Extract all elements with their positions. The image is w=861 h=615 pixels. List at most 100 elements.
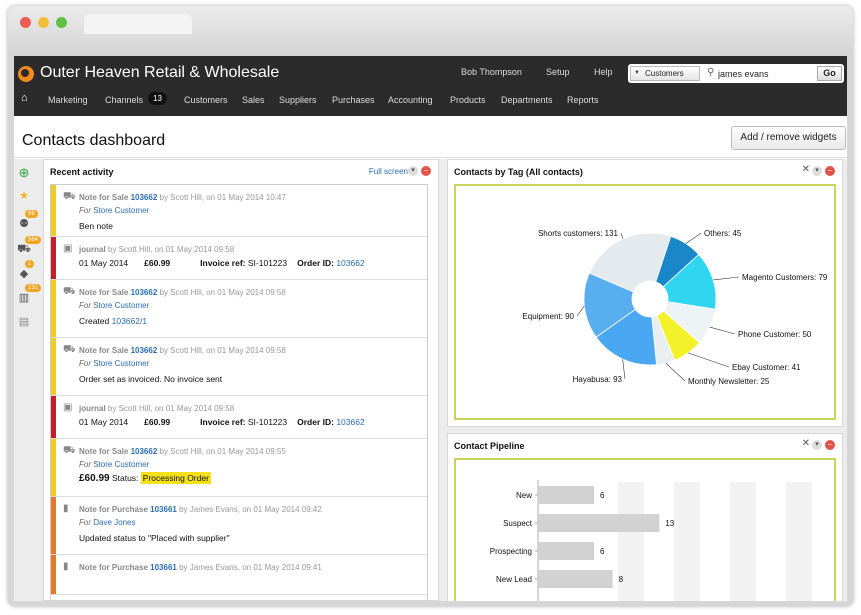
pipeline-category-label: Prospecting — [490, 547, 532, 556]
collapse-icon[interactable]: ▾ — [812, 166, 822, 176]
collapse-icon[interactable]: ▾ — [408, 166, 418, 176]
for-label: For — [79, 460, 94, 469]
pipeline-value-label: 6 — [600, 491, 605, 500]
activity-ref-link[interactable]: 103661 — [150, 505, 177, 514]
pie-slice-hayabusa[interactable] — [595, 308, 658, 366]
customer-link[interactable]: Store Customer — [93, 460, 150, 469]
pipeline-bar-suspect[interactable] — [538, 514, 660, 532]
activity-item: ▮ Note for Purchase 103661 by James Evans… — [51, 555, 427, 595]
search-scope-select[interactable]: Customers — [630, 66, 700, 81]
menu-marketing[interactable]: Marketing — [48, 95, 88, 105]
menu-sales[interactable]: Sales — [242, 95, 265, 105]
collapse-icon[interactable]: ▾ — [812, 440, 822, 450]
recent-activity-title: Recent activity — [50, 167, 114, 177]
menu-purchases[interactable]: Purchases — [332, 95, 375, 105]
contacts-icon[interactable]: ⚉ — [19, 218, 29, 230]
minimize-window-button[interactable] — [38, 17, 49, 28]
activity-type-bar — [51, 439, 56, 496]
menu-departments[interactable]: Departments — [501, 95, 553, 105]
activity-meta: by James Evans, on 01 May 2014 09:42 — [176, 505, 322, 514]
maximize-window-button[interactable] — [56, 17, 67, 28]
activity-ref-link[interactable]: 103662 — [130, 346, 158, 355]
cart-icon: ⛟ — [63, 191, 76, 202]
remove-widget-icon[interactable]: – — [825, 440, 835, 450]
menu-suppliers[interactable]: Suppliers — [279, 95, 317, 105]
menu-customers[interactable]: Customers — [184, 95, 228, 105]
pie-label: Shorts customers: 131 — [538, 229, 619, 238]
journal-amount: £60.99 — [144, 258, 171, 268]
setup-link[interactable]: Setup — [546, 67, 570, 77]
order-link[interactable]: 103662 — [336, 417, 365, 427]
activity-type-bar — [51, 396, 56, 438]
grid-column — [786, 482, 812, 601]
clipboard-icon[interactable]: ▤ — [18, 316, 30, 328]
activity-for: For Store Customer — [79, 460, 149, 469]
pipeline-bar-prospecting[interactable] — [538, 542, 594, 560]
activity-ref-link[interactable]: 103661 — [150, 563, 177, 572]
activity-ref-link[interactable]: 103662 — [130, 447, 158, 456]
activity-text: Ben note — [79, 221, 113, 231]
close-window-button[interactable] — [20, 17, 31, 28]
journal-details: 01 May 2014 £60.99 Invoice ref: SI-101223 O… — [79, 258, 365, 268]
user-link[interactable]: Bob Thompson — [461, 67, 522, 77]
activity-type-bar — [51, 185, 56, 236]
customer-link[interactable]: Dave Jones — [93, 518, 136, 527]
full-screen-link[interactable]: Full screen — [368, 167, 408, 176]
help-link[interactable]: Help — [594, 67, 613, 77]
top-bar: Outer Heaven Retail & Wholesale Bob Thom… — [14, 56, 847, 116]
settings-tools-icon[interactable]: ✕ — [801, 164, 810, 175]
remove-widget-icon[interactable]: – — [421, 166, 431, 176]
home-icon[interactable]: ⌂ — [21, 92, 28, 104]
activity-item: ⛟ Note for Sale 103662 by Scott Hill, on … — [51, 439, 427, 497]
activity-note-link[interactable]: 103662/1 — [111, 316, 148, 326]
settings-tools-icon[interactable]: ✕ — [801, 438, 810, 449]
activity-header: journal by Scott Hill, on 01 May 2014 09… — [79, 245, 234, 254]
pipeline-bar-new-lead[interactable] — [538, 570, 613, 588]
status-label: Status: — [109, 473, 141, 483]
cart-icon: ⛟ — [63, 445, 76, 456]
menu-accounting[interactable]: Accounting — [388, 95, 433, 105]
search-go-button[interactable]: Go — [817, 66, 842, 81]
pie-label: Ebay Customer: 41 — [732, 363, 801, 372]
chart-icon[interactable]: ▥ — [18, 292, 30, 304]
activity-meta: by Scott Hill, on 01 May 2014 09:55 — [157, 447, 286, 456]
app: Outer Heaven Retail & Wholesale Bob Thom… — [14, 56, 847, 601]
contact-pipeline-title: Contact Pipeline — [454, 441, 525, 451]
browser-tab[interactable] — [84, 14, 192, 34]
menu-products[interactable]: Products — [450, 95, 486, 105]
activity-type: Note for Sale — [79, 346, 129, 355]
activity-type-bar — [51, 497, 56, 554]
pie-leader-line — [665, 362, 686, 382]
tag-icon[interactable]: ◆ — [19, 268, 29, 280]
cart-icon[interactable]: ⛟ — [17, 243, 31, 255]
search-input[interactable] — [706, 65, 814, 82]
activity-note: Updated status to "Placed with supplier" — [79, 533, 230, 543]
activity-ref-link[interactable]: 103662 — [130, 288, 158, 297]
activity-meta: by Scott Hill, on 01 May 2014 09:58 — [105, 404, 235, 413]
activity-for: For Dave Jones — [79, 518, 135, 527]
menu-reports[interactable]: Reports — [567, 95, 599, 105]
customer-link[interactable]: Store Customer — [93, 301, 150, 310]
pie-chart-area: Others: 45 Magento Customers: 79 Phone Cus… — [454, 184, 836, 420]
customer-link[interactable]: Store Customer — [93, 206, 150, 215]
remove-widget-icon[interactable]: – — [825, 166, 835, 176]
contacts-by-tag-panel: Contacts by Tag (All contacts) ✕ ▾ – Oth… — [447, 159, 843, 427]
activity-item: ▮ Note for Purchase 103661 by James Evans… — [51, 497, 427, 555]
cart-icon: ⛟ — [63, 344, 76, 355]
contact-pipeline-panel: Contact Pipeline ✕ ▾ – New 6 Suspect 13 Pros… — [447, 433, 847, 601]
activity-for: For Store Customer — [79, 206, 149, 215]
activity-status: £60.99 Status: Processing Order — [79, 472, 211, 484]
pipeline-bar-new[interactable] — [538, 486, 594, 504]
star-icon[interactable]: ★ — [19, 190, 29, 202]
add-icon[interactable]: ⊕ — [18, 165, 30, 180]
customer-link[interactable]: Store Customer — [93, 359, 150, 368]
pie-slice-shorts-customers[interactable] — [588, 232, 672, 293]
add-remove-widgets-button[interactable]: Add / remove widgets — [731, 126, 846, 150]
activity-text: Order set as invoiced. No invoice sent — [79, 374, 222, 384]
contacts-badge: 66 — [25, 210, 38, 218]
menu-channels[interactable]: Channels — [105, 95, 144, 105]
for-label: For — [79, 518, 94, 527]
activity-ref-link[interactable]: 103662 — [130, 193, 158, 202]
order-link[interactable]: 103662 — [336, 258, 365, 268]
activity-text: Created 103662/1 — [79, 316, 147, 326]
